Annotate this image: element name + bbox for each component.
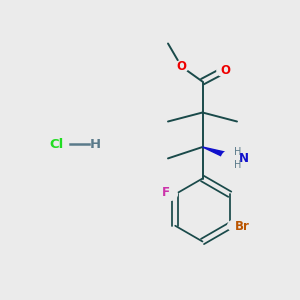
Ellipse shape xyxy=(164,188,177,200)
Ellipse shape xyxy=(228,219,249,232)
Text: H: H xyxy=(90,137,101,151)
Ellipse shape xyxy=(217,64,230,76)
Text: Br: Br xyxy=(235,220,250,233)
Text: O: O xyxy=(220,64,230,77)
Text: N: N xyxy=(238,152,248,165)
Text: F: F xyxy=(162,186,170,199)
Text: H: H xyxy=(234,160,242,170)
Text: Cl: Cl xyxy=(50,137,64,151)
Ellipse shape xyxy=(175,61,188,73)
Text: H: H xyxy=(234,147,242,158)
Text: O: O xyxy=(176,60,187,73)
Ellipse shape xyxy=(221,149,247,167)
Polygon shape xyxy=(202,147,237,162)
